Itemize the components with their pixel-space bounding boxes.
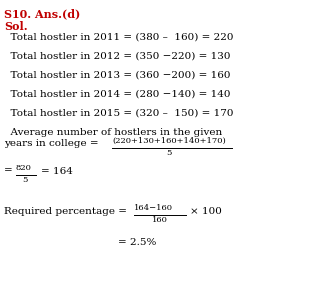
- Text: 160: 160: [152, 216, 168, 224]
- Text: S10. Ans.(d): S10. Ans.(d): [4, 8, 80, 19]
- Text: Total hostler in 2015 = (320 –  150) = 170: Total hostler in 2015 = (320 – 150) = 17…: [4, 109, 233, 118]
- Text: Total hostler in 2011 = (380 –  160) = 220: Total hostler in 2011 = (380 – 160) = 22…: [4, 33, 233, 42]
- Text: =: =: [4, 166, 13, 176]
- Text: = 2.5%: = 2.5%: [118, 238, 156, 247]
- Text: Total hostler in 2014 = (280 −140) = 140: Total hostler in 2014 = (280 −140) = 140: [4, 90, 231, 99]
- Text: = 164: = 164: [41, 166, 73, 176]
- Text: (220+130+160+140+170): (220+130+160+140+170): [112, 137, 226, 145]
- Text: Total hostler in 2012 = (350 −220) = 130: Total hostler in 2012 = (350 −220) = 130: [4, 52, 231, 61]
- Text: × 100: × 100: [190, 207, 222, 215]
- Text: 164−160: 164−160: [134, 204, 173, 212]
- Text: 5: 5: [166, 149, 171, 157]
- Text: 5: 5: [22, 176, 27, 184]
- Text: Average number of hostlers in the given: Average number of hostlers in the given: [4, 128, 222, 137]
- Text: Sol.: Sol.: [4, 21, 28, 32]
- Text: 820: 820: [16, 164, 32, 172]
- Text: years in college =: years in college =: [4, 139, 102, 148]
- Text: Total hostler in 2013 = (360 −200) = 160: Total hostler in 2013 = (360 −200) = 160: [4, 71, 231, 80]
- Text: Required percentage =: Required percentage =: [4, 207, 130, 215]
